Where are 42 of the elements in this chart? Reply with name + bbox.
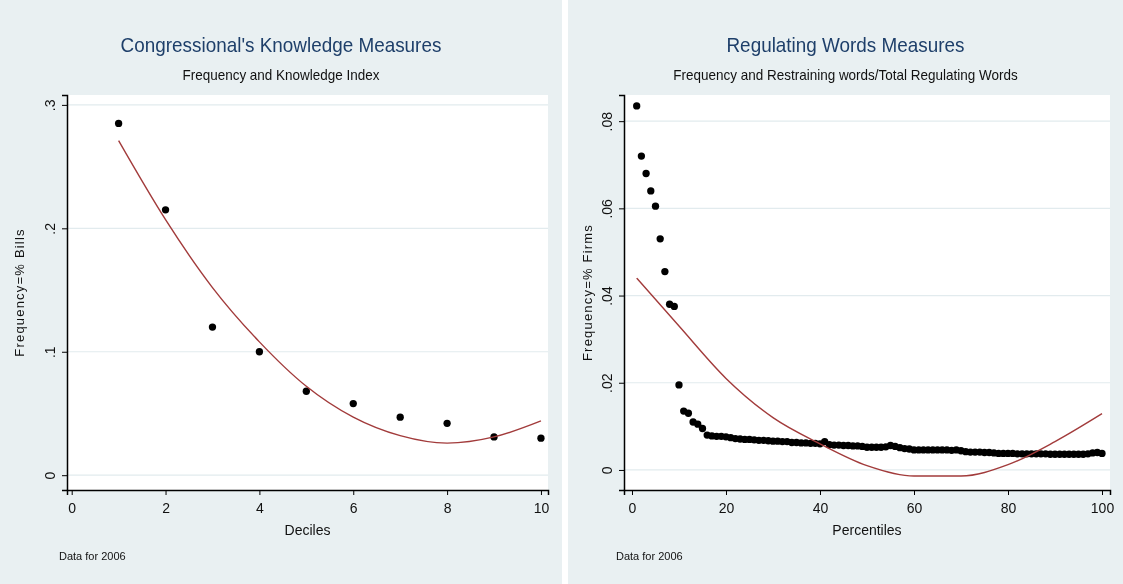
x-tick-label: 20 bbox=[718, 500, 735, 517]
x-tick-label: 0 bbox=[628, 500, 637, 517]
y-tick-label: 0 bbox=[41, 471, 58, 480]
point bbox=[443, 419, 451, 427]
point bbox=[255, 348, 264, 356]
x-tick-label: 0 bbox=[68, 500, 77, 517]
text: Data for 2006 bbox=[616, 550, 683, 562]
y-tick-label: .2 bbox=[41, 222, 58, 235]
x-axis-title: Deciles bbox=[284, 522, 331, 538]
x-tick-label: 8 bbox=[443, 500, 452, 517]
x-tick-label: 10 bbox=[533, 500, 550, 517]
y-tick-label: .3 bbox=[41, 99, 58, 112]
point bbox=[537, 434, 545, 442]
y-tick-label: .06 bbox=[598, 198, 615, 219]
point bbox=[396, 413, 404, 421]
point bbox=[302, 387, 310, 395]
x-tick-label: 6 bbox=[349, 500, 358, 517]
line-series bbox=[117, 139, 542, 444]
line-series bbox=[635, 277, 1103, 477]
chart-subtitle: Frequency and Knowledge Index bbox=[182, 66, 380, 84]
x-axis-title: Percentiles bbox=[832, 522, 902, 538]
point bbox=[114, 119, 123, 128]
x-tick-label: 4 bbox=[256, 500, 264, 517]
x-tick-label: 40 bbox=[812, 500, 829, 517]
x-tick-label: 2 bbox=[162, 500, 171, 517]
point bbox=[349, 399, 357, 408]
x-tick-label: 100 bbox=[1090, 500, 1115, 517]
y-tick-label: .02 bbox=[598, 373, 615, 393]
chart-subtitle: Frequency and Restraining words/Total Regulating Words bbox=[673, 66, 1018, 84]
chart-title: Congressional's Knowledge Measures bbox=[120, 33, 442, 57]
text: Data for 2006 bbox=[59, 550, 126, 562]
y-tick-label: .1 bbox=[41, 346, 58, 359]
point bbox=[161, 206, 170, 214]
point bbox=[208, 323, 217, 331]
y-axis-title: Frequency=% Firms bbox=[580, 223, 595, 362]
y-tick-label: .04 bbox=[598, 286, 615, 306]
x-tick-label: 80 bbox=[1000, 500, 1017, 517]
chart-title: Regulating Words Measures bbox=[726, 33, 965, 57]
x-tick-label: 60 bbox=[906, 500, 923, 517]
y-axis-title: Frequency=% Bills bbox=[12, 228, 27, 357]
y-tick-label: 0 bbox=[598, 466, 615, 475]
y-tick-label: .08 bbox=[598, 111, 615, 132]
